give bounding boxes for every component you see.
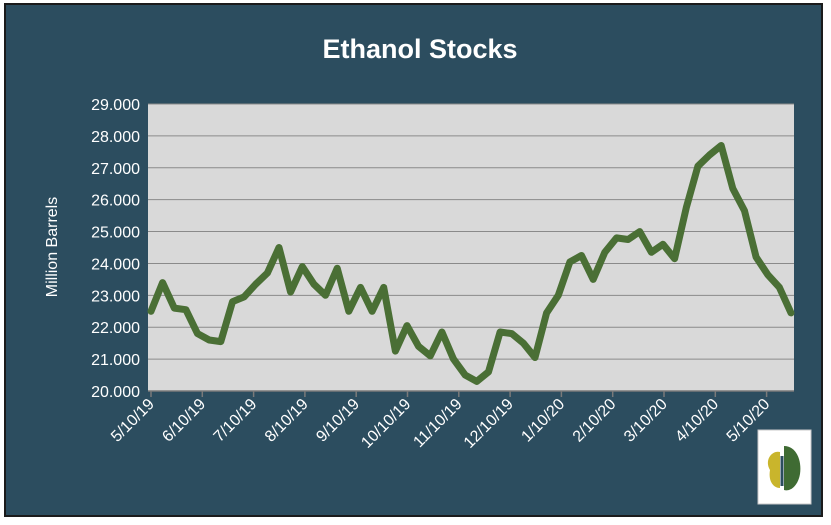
x-tick-label: 6/10/19 (159, 396, 209, 446)
data-point (616, 237, 617, 239)
data-point (278, 247, 280, 248)
x-tick-label: 2/10/20 (570, 396, 620, 446)
data-point (336, 267, 338, 269)
data-point (290, 291, 292, 293)
data-point (441, 331, 443, 333)
data-point (569, 261, 571, 263)
data-point (639, 231, 641, 233)
y-tick-label: 27.000 (91, 161, 140, 178)
data-point (197, 333, 198, 335)
data-point (208, 339, 210, 341)
data-point (709, 154, 710, 156)
data-point (371, 310, 373, 312)
grid-lines (148, 103, 794, 392)
data-point (488, 371, 489, 373)
y-tick-label: 23.000 (91, 288, 140, 305)
data-point (546, 312, 548, 314)
data-point (476, 380, 478, 382)
x-tick-label: 7/10/19 (211, 396, 261, 446)
x-tick-label: 4/10/20 (672, 396, 722, 446)
data-point (243, 296, 245, 298)
data-point (150, 310, 152, 312)
data-point (301, 266, 303, 268)
data-point (173, 307, 175, 309)
data-point (429, 355, 431, 357)
data-point (499, 331, 501, 333)
y-tick-label: 26.000 (91, 193, 140, 210)
x-tick-label: 9/10/19 (313, 396, 363, 446)
data-point (650, 251, 652, 253)
data-point (394, 350, 396, 352)
x-tick-label: 12/10/19 (461, 396, 517, 452)
data-point (185, 309, 187, 311)
y-tick-label: 28.000 (91, 129, 140, 146)
y-tick-label: 25.000 (91, 225, 140, 242)
data-point (627, 239, 629, 240)
data-point (383, 286, 385, 288)
data-point (732, 188, 734, 189)
data-point (720, 145, 722, 146)
x-axis-ticks: 5/10/19 6/10/19 7/10/19 8/10/19 9/10/1910/10… (108, 391, 773, 452)
data-point (685, 207, 687, 209)
data-point (232, 301, 233, 303)
data-point (360, 286, 361, 288)
data-point (557, 294, 559, 296)
chart-title: Ethanol Stocks (322, 34, 517, 64)
data-point (755, 256, 757, 258)
logo-icon (757, 429, 812, 505)
data-point (778, 286, 780, 288)
data-point (162, 282, 164, 284)
y-tick-label: 20.000 (91, 384, 140, 401)
y-tick-label: 22.000 (91, 320, 140, 337)
plot-area (148, 104, 794, 391)
data-point (313, 283, 315, 285)
data-point (592, 278, 594, 280)
y-tick-label: 29.000 (91, 97, 140, 114)
data-point (220, 341, 222, 343)
chart: Ethanol Stocks 20.00021.00022.00023.0002… (44, 34, 812, 505)
data-point (697, 165, 699, 167)
data-point (266, 272, 268, 274)
series-points (150, 145, 792, 382)
x-tick-label: 11/10/19 (410, 396, 465, 451)
data-point (511, 333, 513, 335)
x-tick-label: 1/10/20 (518, 396, 568, 446)
chart-frame: Ethanol Stocks 20.000 21.000 22.000 23.000 2… (4, 3, 823, 517)
data-point (348, 310, 350, 312)
data-point (674, 258, 676, 260)
y-axis-label: Million Barrels (44, 197, 61, 297)
data-point (604, 251, 606, 253)
y-tick-label: 21.000 (91, 352, 140, 369)
x-tick-label: 10/10/19 (358, 396, 414, 452)
data-point (581, 255, 582, 256)
data-point (522, 342, 524, 344)
data-point (534, 357, 536, 358)
data-point (255, 283, 257, 285)
data-point (662, 243, 664, 245)
data-point (406, 325, 408, 327)
data-point (464, 374, 466, 376)
data-point (418, 345, 420, 347)
series-line (147, 142, 795, 385)
data-point (767, 274, 769, 276)
x-tick-label: 5/10/19 (108, 396, 158, 446)
data-point (744, 210, 745, 212)
x-tick-label: 3/10/20 (621, 396, 671, 446)
y-axis-ticks: 20.000 21.000 22.000 23.000 24.000 25.000 26.0… (91, 97, 140, 401)
y-tick-label: 24.000 (91, 256, 140, 273)
data-point (453, 358, 454, 360)
x-tick-label: 8/10/19 (262, 396, 312, 446)
data-point (790, 312, 792, 314)
data-point (325, 294, 326, 296)
